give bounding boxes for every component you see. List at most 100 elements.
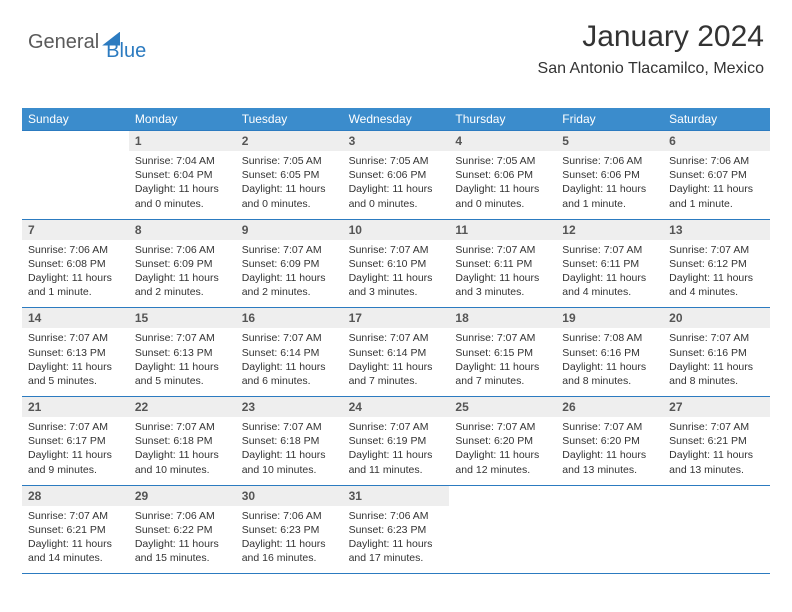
day-number: 22 xyxy=(129,397,236,417)
day-cell: 21Sunrise: 7:07 AMSunset: 6:17 PMDayligh… xyxy=(22,397,129,485)
day-cell: . xyxy=(663,486,770,574)
logo: General Blue xyxy=(28,22,146,63)
day-cell: 13Sunrise: 7:07 AMSunset: 6:12 PMDayligh… xyxy=(663,220,770,308)
day-cell: 12Sunrise: 7:07 AMSunset: 6:11 PMDayligh… xyxy=(556,220,663,308)
day-details: Sunrise: 7:07 AMSunset: 6:12 PMDaylight:… xyxy=(663,240,770,300)
day-number: 15 xyxy=(129,308,236,328)
weekday-header: Friday xyxy=(556,108,663,130)
day-cell: 1Sunrise: 7:04 AMSunset: 6:04 PMDaylight… xyxy=(129,131,236,219)
weekday-header: Wednesday xyxy=(343,108,450,130)
day-details: Sunrise: 7:07 AMSunset: 6:11 PMDaylight:… xyxy=(556,240,663,300)
day-number: 19 xyxy=(556,308,663,328)
day-cell: . xyxy=(449,486,556,574)
day-number: 7 xyxy=(22,220,129,240)
weekday-header: Sunday xyxy=(22,108,129,130)
day-details: Sunrise: 7:05 AMSunset: 6:06 PMDaylight:… xyxy=(343,151,450,211)
day-cell: 29Sunrise: 7:06 AMSunset: 6:22 PMDayligh… xyxy=(129,486,236,574)
day-cell: 14Sunrise: 7:07 AMSunset: 6:13 PMDayligh… xyxy=(22,308,129,396)
day-cell: 31Sunrise: 7:06 AMSunset: 6:23 PMDayligh… xyxy=(343,486,450,574)
day-details: Sunrise: 7:06 AMSunset: 6:07 PMDaylight:… xyxy=(663,151,770,211)
header: January 2024 San Antonio Tlacamilco, Mex… xyxy=(538,20,764,78)
day-cell: . xyxy=(22,131,129,219)
day-cell: 3Sunrise: 7:05 AMSunset: 6:06 PMDaylight… xyxy=(343,131,450,219)
week-row: 21Sunrise: 7:07 AMSunset: 6:17 PMDayligh… xyxy=(22,396,770,485)
day-details: Sunrise: 7:07 AMSunset: 6:21 PMDaylight:… xyxy=(663,417,770,477)
day-details: Sunrise: 7:07 AMSunset: 6:11 PMDaylight:… xyxy=(449,240,556,300)
weekday-header: Thursday xyxy=(449,108,556,130)
day-details: Sunrise: 7:06 AMSunset: 6:08 PMDaylight:… xyxy=(22,240,129,300)
day-details: Sunrise: 7:06 AMSunset: 6:09 PMDaylight:… xyxy=(129,240,236,300)
day-details: Sunrise: 7:07 AMSunset: 6:13 PMDaylight:… xyxy=(129,328,236,388)
calendar: SundayMondayTuesdayWednesdayThursdayFrid… xyxy=(22,108,770,574)
day-number: 4 xyxy=(449,131,556,151)
day-cell: 19Sunrise: 7:08 AMSunset: 6:16 PMDayligh… xyxy=(556,308,663,396)
day-cell: 22Sunrise: 7:07 AMSunset: 6:18 PMDayligh… xyxy=(129,397,236,485)
day-details: Sunrise: 7:07 AMSunset: 6:13 PMDaylight:… xyxy=(22,328,129,388)
day-cell: 23Sunrise: 7:07 AMSunset: 6:18 PMDayligh… xyxy=(236,397,343,485)
day-number: 3 xyxy=(343,131,450,151)
weekday-header-row: SundayMondayTuesdayWednesdayThursdayFrid… xyxy=(22,108,770,130)
day-number: 13 xyxy=(663,220,770,240)
week-row: 14Sunrise: 7:07 AMSunset: 6:13 PMDayligh… xyxy=(22,307,770,396)
day-number: 18 xyxy=(449,308,556,328)
day-details: Sunrise: 7:07 AMSunset: 6:20 PMDaylight:… xyxy=(449,417,556,477)
day-cell: 7Sunrise: 7:06 AMSunset: 6:08 PMDaylight… xyxy=(22,220,129,308)
day-details: Sunrise: 7:07 AMSunset: 6:19 PMDaylight:… xyxy=(343,417,450,477)
day-cell: . xyxy=(556,486,663,574)
day-number: 23 xyxy=(236,397,343,417)
day-number: 21 xyxy=(22,397,129,417)
day-details: Sunrise: 7:07 AMSunset: 6:14 PMDaylight:… xyxy=(343,328,450,388)
day-number: 25 xyxy=(449,397,556,417)
day-number: 27 xyxy=(663,397,770,417)
day-number: 14 xyxy=(22,308,129,328)
day-details: Sunrise: 7:07 AMSunset: 6:20 PMDaylight:… xyxy=(556,417,663,477)
weekday-header: Tuesday xyxy=(236,108,343,130)
day-cell: 24Sunrise: 7:07 AMSunset: 6:19 PMDayligh… xyxy=(343,397,450,485)
day-details: Sunrise: 7:07 AMSunset: 6:18 PMDaylight:… xyxy=(236,417,343,477)
day-cell: 4Sunrise: 7:05 AMSunset: 6:06 PMDaylight… xyxy=(449,131,556,219)
day-cell: 18Sunrise: 7:07 AMSunset: 6:15 PMDayligh… xyxy=(449,308,556,396)
day-number: 12 xyxy=(556,220,663,240)
day-cell: 15Sunrise: 7:07 AMSunset: 6:13 PMDayligh… xyxy=(129,308,236,396)
day-details: Sunrise: 7:06 AMSunset: 6:06 PMDaylight:… xyxy=(556,151,663,211)
day-details: Sunrise: 7:06 AMSunset: 6:22 PMDaylight:… xyxy=(129,506,236,566)
day-details: Sunrise: 7:07 AMSunset: 6:21 PMDaylight:… xyxy=(22,506,129,566)
day-number: 17 xyxy=(343,308,450,328)
day-cell: 20Sunrise: 7:07 AMSunset: 6:16 PMDayligh… xyxy=(663,308,770,396)
day-details: Sunrise: 7:07 AMSunset: 6:09 PMDaylight:… xyxy=(236,240,343,300)
day-cell: 17Sunrise: 7:07 AMSunset: 6:14 PMDayligh… xyxy=(343,308,450,396)
weekday-header: Saturday xyxy=(663,108,770,130)
day-details: Sunrise: 7:04 AMSunset: 6:04 PMDaylight:… xyxy=(129,151,236,211)
day-number: 16 xyxy=(236,308,343,328)
day-number: 9 xyxy=(236,220,343,240)
day-cell: 11Sunrise: 7:07 AMSunset: 6:11 PMDayligh… xyxy=(449,220,556,308)
day-details: Sunrise: 7:06 AMSunset: 6:23 PMDaylight:… xyxy=(343,506,450,566)
day-cell: 27Sunrise: 7:07 AMSunset: 6:21 PMDayligh… xyxy=(663,397,770,485)
day-number: 5 xyxy=(556,131,663,151)
day-details: Sunrise: 7:08 AMSunset: 6:16 PMDaylight:… xyxy=(556,328,663,388)
day-details: Sunrise: 7:07 AMSunset: 6:10 PMDaylight:… xyxy=(343,240,450,300)
day-details: Sunrise: 7:07 AMSunset: 6:15 PMDaylight:… xyxy=(449,328,556,388)
weekday-header: Monday xyxy=(129,108,236,130)
day-number: 26 xyxy=(556,397,663,417)
day-details: Sunrise: 7:06 AMSunset: 6:23 PMDaylight:… xyxy=(236,506,343,566)
day-number: 10 xyxy=(343,220,450,240)
location-label: San Antonio Tlacamilco, Mexico xyxy=(538,60,764,78)
day-cell: 30Sunrise: 7:06 AMSunset: 6:23 PMDayligh… xyxy=(236,486,343,574)
week-row: 28Sunrise: 7:07 AMSunset: 6:21 PMDayligh… xyxy=(22,485,770,574)
day-number: 8 xyxy=(129,220,236,240)
day-details: Sunrise: 7:07 AMSunset: 6:14 PMDaylight:… xyxy=(236,328,343,388)
day-number: 24 xyxy=(343,397,450,417)
month-title: January 2024 xyxy=(538,20,764,54)
day-cell: 16Sunrise: 7:07 AMSunset: 6:14 PMDayligh… xyxy=(236,308,343,396)
day-cell: 25Sunrise: 7:07 AMSunset: 6:20 PMDayligh… xyxy=(449,397,556,485)
day-cell: 26Sunrise: 7:07 AMSunset: 6:20 PMDayligh… xyxy=(556,397,663,485)
day-cell: 9Sunrise: 7:07 AMSunset: 6:09 PMDaylight… xyxy=(236,220,343,308)
day-cell: 5Sunrise: 7:06 AMSunset: 6:06 PMDaylight… xyxy=(556,131,663,219)
day-cell: 10Sunrise: 7:07 AMSunset: 6:10 PMDayligh… xyxy=(343,220,450,308)
day-number: 2 xyxy=(236,131,343,151)
week-row: .1Sunrise: 7:04 AMSunset: 6:04 PMDayligh… xyxy=(22,130,770,219)
day-cell: 28Sunrise: 7:07 AMSunset: 6:21 PMDayligh… xyxy=(22,486,129,574)
logo-triangle-icon xyxy=(102,32,120,46)
day-cell: 6Sunrise: 7:06 AMSunset: 6:07 PMDaylight… xyxy=(663,131,770,219)
